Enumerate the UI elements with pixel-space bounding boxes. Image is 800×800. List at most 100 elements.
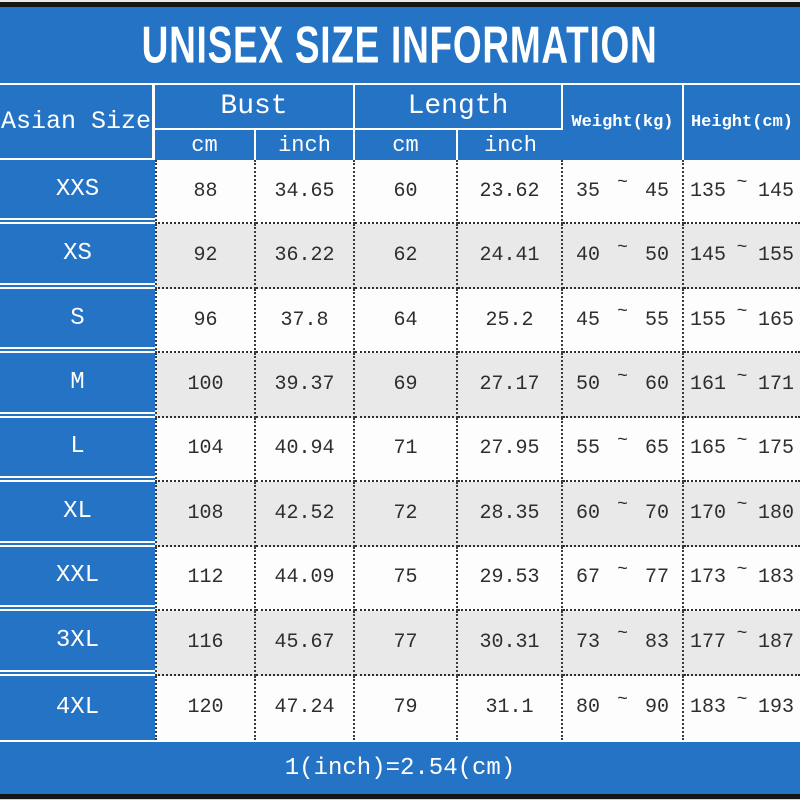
footer-separator <box>0 740 800 742</box>
size-table: Asian Size Bust Length cm inch cm inch W… <box>0 85 800 740</box>
tilde-symbol: ~ <box>617 559 628 580</box>
bust-cm-value: 88 <box>155 160 256 225</box>
weight-range: 73 ~83 <box>563 611 684 676</box>
height-range: 183 ~193 <box>684 675 800 740</box>
length-inch-value: 27.17 <box>458 353 563 418</box>
range-min: 45 <box>576 308 601 332</box>
height-range: 161 ~171 <box>684 353 800 418</box>
subheader-length-cm: cm <box>355 130 458 160</box>
title-bar: UNISEX SIZE INFORMATION <box>0 7 800 83</box>
tilde-symbol: ~ <box>617 624 628 645</box>
tilde-symbol: ~ <box>617 689 628 710</box>
range-min: 173 <box>690 566 727 590</box>
length-cm-value: 62 <box>355 224 458 289</box>
bust-inch-value: 39.37 <box>256 353 355 418</box>
subheader-bust-inch: inch <box>256 130 355 160</box>
range-min: 177 <box>690 630 727 654</box>
range-max: 193 <box>757 696 794 720</box>
length-cm-value: 72 <box>355 482 458 547</box>
page-title: UNISEX SIZE INFORMATION <box>142 15 658 75</box>
bust-cm-value: 104 <box>155 417 256 483</box>
length-inch-value: 24.41 <box>458 224 563 289</box>
bust-cm-value: 108 <box>155 482 256 547</box>
bust-cm-value: 112 <box>155 546 256 612</box>
bust-cm-value: 92 <box>155 224 256 289</box>
subheader-bust-cm: cm <box>155 130 256 160</box>
bust-inch-value: 40.94 <box>256 417 355 483</box>
tilde-symbol: ~ <box>736 430 748 451</box>
height-range: 135 ~145 <box>684 160 800 225</box>
range-max: 171 <box>757 373 794 397</box>
length-inch-value: 31.1 <box>458 675 563 740</box>
range-min: 155 <box>690 308 727 332</box>
length-cm-value: 75 <box>355 546 458 612</box>
range-max: 183 <box>757 566 794 590</box>
tilde-symbol: ~ <box>617 302 628 323</box>
height-range: 173 ~183 <box>684 546 800 612</box>
length-inch-value: 30.31 <box>458 611 563 676</box>
range-max: 187 <box>757 630 794 654</box>
tilde-symbol: ~ <box>617 173 628 194</box>
range-max: 180 <box>757 501 794 525</box>
bust-inch-value: 37.8 <box>256 288 355 354</box>
weight-range: 80 ~90 <box>563 675 684 740</box>
tilde-symbol: ~ <box>617 495 628 516</box>
column-header-weight: Weight(kg) <box>563 85 684 160</box>
bust-cm-value: 100 <box>155 353 256 418</box>
length-cm-value: 77 <box>355 611 458 676</box>
range-min: 55 <box>576 437 601 461</box>
weight-range: 55 ~65 <box>563 417 684 483</box>
range-max: 145 <box>757 179 794 203</box>
size-label: XS <box>0 224 155 289</box>
range-max: 90 <box>644 696 669 720</box>
length-inch-value: 23.62 <box>458 160 563 225</box>
range-min: 50 <box>576 373 601 397</box>
tilde-symbol: ~ <box>736 302 748 323</box>
range-max: 77 <box>644 566 669 590</box>
tilde-symbol: ~ <box>736 495 748 516</box>
range-min: 145 <box>690 244 727 268</box>
range-max: 45 <box>644 179 669 203</box>
range-min: 135 <box>690 179 727 203</box>
range-max: 83 <box>644 630 669 654</box>
tilde-symbol: ~ <box>736 237 748 258</box>
weight-range: 35 ~45 <box>563 160 684 225</box>
size-label: XXS <box>0 160 155 225</box>
tilde-symbol: ~ <box>736 173 748 194</box>
length-cm-value: 69 <box>355 353 458 418</box>
conversion-note: 1(inch)=2.54(cm) <box>284 754 516 782</box>
range-min: 73 <box>576 630 601 654</box>
bust-inch-value: 45.67 <box>256 611 355 676</box>
tilde-symbol: ~ <box>617 430 628 451</box>
range-max: 60 <box>644 373 669 397</box>
weight-range: 40 ~50 <box>563 224 684 289</box>
range-min: 165 <box>690 437 727 461</box>
bust-inch-value: 47.24 <box>256 675 355 740</box>
length-inch-value: 29.53 <box>458 546 563 612</box>
bust-inch-value: 44.09 <box>256 546 355 612</box>
size-label: M <box>0 353 155 418</box>
bust-inch-value: 42.52 <box>256 482 355 547</box>
top-light-strip <box>0 0 800 2</box>
column-header-height: Height(cm) <box>684 85 800 160</box>
weight-range: 45 ~55 <box>563 288 684 354</box>
range-max: 175 <box>757 437 794 461</box>
length-inch-value: 28.35 <box>458 482 563 547</box>
range-min: 183 <box>690 696 727 720</box>
tilde-symbol: ~ <box>736 624 748 645</box>
size-label: 3XL <box>0 611 155 676</box>
bottom-black-bar <box>0 794 800 799</box>
bust-inch-value: 34.65 <box>256 160 355 225</box>
size-label: 4XL <box>0 675 155 740</box>
bust-cm-value: 96 <box>155 288 256 354</box>
bust-cm-value: 116 <box>155 611 256 676</box>
length-cm-value: 64 <box>355 288 458 354</box>
range-max: 50 <box>644 244 669 268</box>
tilde-symbol: ~ <box>736 559 748 580</box>
range-max: 165 <box>757 308 794 332</box>
range-min: 170 <box>690 501 727 525</box>
length-inch-value: 25.2 <box>458 288 563 354</box>
range-min: 80 <box>576 696 601 720</box>
title-separator <box>0 83 800 85</box>
